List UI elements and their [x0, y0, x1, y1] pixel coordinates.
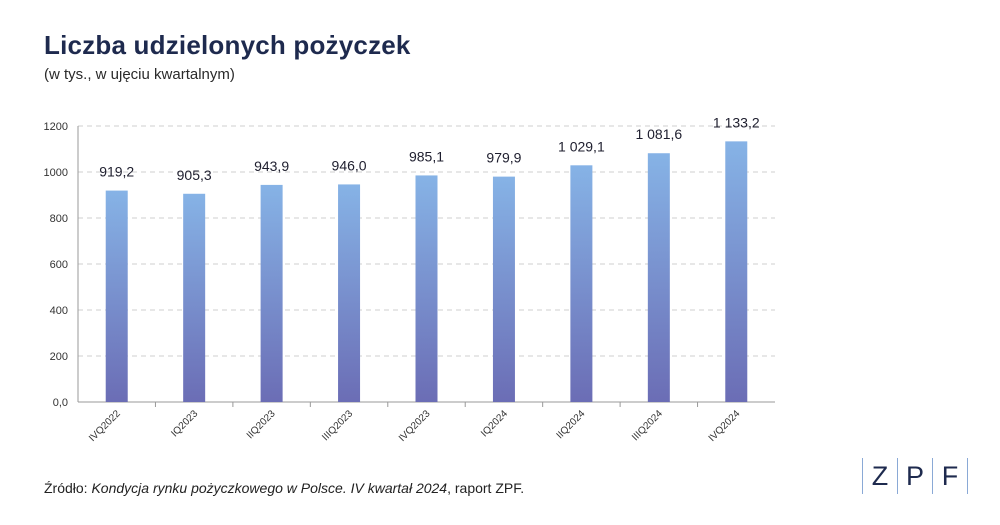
y-tick-label: 1000: [44, 167, 68, 179]
data-label: 946,0: [332, 157, 367, 173]
x-tick-label: IQ2023: [169, 408, 200, 439]
y-tick-label: 1200: [44, 121, 68, 133]
x-tick-label: IIIQ2023: [320, 408, 355, 443]
data-label: 943,9: [254, 158, 289, 174]
x-tick-label: IVQ2024: [707, 408, 743, 444]
x-tick-label: IQ2024: [479, 408, 510, 439]
data-label: 985,1: [409, 148, 444, 164]
data-label: 1 133,2: [713, 114, 760, 130]
source-prefix: Źródło:: [44, 480, 92, 496]
logo-letter-p: P: [905, 461, 924, 491]
x-tick-label: IVQ2022: [87, 408, 123, 444]
chart-title: Liczba udzielonych pożyczek: [44, 30, 411, 60]
y-tick-label: 0,0: [53, 397, 68, 409]
zpf-logo: Z P F: [862, 458, 968, 494]
source-note: Źródło: Kondycja rynku pożyczkowego w Po…: [44, 480, 524, 496]
source-suffix: , raport ZPF.: [447, 480, 525, 496]
data-label: 919,2: [99, 164, 134, 180]
bar: [105, 190, 128, 402]
logo-divider: [862, 458, 863, 494]
data-label: 1 029,1: [558, 138, 605, 154]
logo-divider: [932, 458, 933, 494]
y-tick-label: 800: [50, 213, 68, 225]
y-tick-label: 200: [50, 351, 68, 363]
x-tick-label: IVQ2023: [397, 408, 433, 444]
logo-divider: [897, 458, 898, 494]
x-tick-label: IIQ2023: [245, 408, 278, 441]
bar: [183, 193, 206, 402]
bar: [725, 141, 748, 402]
logo-divider: [967, 458, 968, 494]
chart-subtitle: (w tys., w ujęciu kwartalnym): [44, 66, 235, 83]
bar: [415, 175, 438, 402]
bar: [338, 184, 361, 402]
y-tick-label: 400: [50, 305, 68, 317]
source-title: Kondycja rynku pożyczkowego w Polsce. IV…: [91, 480, 448, 496]
y-tick-label: 600: [50, 259, 68, 271]
data-label: 979,9: [486, 150, 521, 166]
data-label: 905,3: [177, 167, 212, 183]
x-tick-label: IIIQ2024: [630, 408, 665, 443]
logo-letter-z: Z: [871, 461, 889, 491]
bar: [570, 165, 593, 402]
bar: [492, 176, 515, 402]
data-label: 1 081,6: [635, 126, 682, 142]
x-tick-label: IIQ2024: [555, 408, 588, 441]
bar: [260, 184, 283, 402]
logo-letter-f: F: [941, 461, 959, 491]
bar: [647, 153, 670, 402]
